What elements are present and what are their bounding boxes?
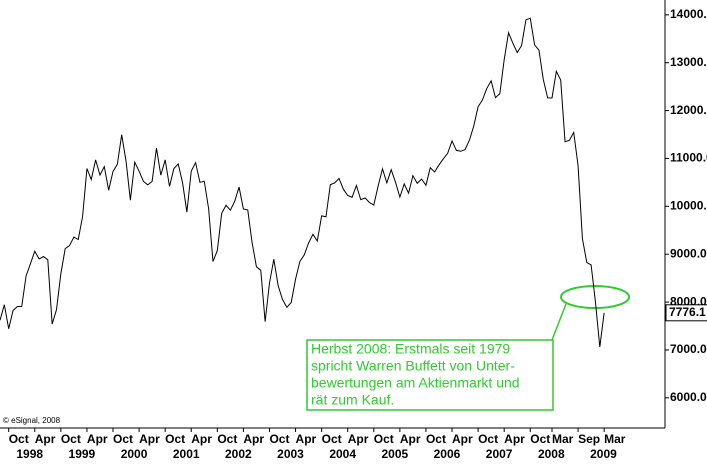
x-tick-label: Apr	[348, 432, 369, 446]
x-tick-label: Oct	[217, 432, 237, 446]
x-year-label: 2003	[277, 447, 304, 461]
y-tick-label: 11000.0	[670, 151, 707, 165]
x-tick-label: Oct	[269, 432, 289, 446]
y-tick-label: 12000.0	[670, 103, 707, 117]
x-tick-label: Sep	[578, 432, 600, 446]
price-line	[0, 17, 605, 348]
annotation-connector	[551, 303, 567, 341]
x-tick-label: Mar	[604, 432, 626, 446]
x-tick-label: Apr	[243, 432, 264, 446]
y-tick-label: 9000.0	[670, 246, 707, 260]
x-tick-label: Apr	[139, 432, 160, 446]
x-tick-label: Apr	[87, 432, 108, 446]
x-year-label: 1999	[69, 447, 96, 461]
x-tick-label: Oct	[426, 432, 446, 446]
x-tick-label: Apr	[504, 432, 525, 446]
x-year-label: 2009	[590, 447, 617, 461]
x-tick-label: Oct	[530, 432, 550, 446]
x-tick-label: Oct	[61, 432, 81, 446]
annotation-line: rät zum Kauf.	[311, 392, 394, 408]
x-year-label: 2002	[225, 447, 252, 461]
annotation-line: Herbst 2008: Erstmals seit 1979	[311, 341, 510, 357]
x-tick-label: Oct	[113, 432, 133, 446]
x-tick-label: Oct	[374, 432, 394, 446]
x-tick-label: Oct	[165, 432, 185, 446]
x-tick-label: Apr	[296, 432, 317, 446]
y-tick-label: 7000.0	[670, 342, 707, 356]
x-year-label: 2001	[173, 447, 200, 461]
x-year-label: 2004	[329, 447, 356, 461]
x-tick-label: Apr	[400, 432, 421, 446]
x-year-label: 2006	[434, 447, 461, 461]
x-year-label: 2005	[381, 447, 408, 461]
last-price-label: 7776.1	[669, 305, 706, 319]
x-year-label: 2008	[538, 447, 565, 461]
x-tick-label: Mar	[552, 432, 574, 446]
x-tick-label: Apr	[191, 432, 212, 446]
x-year-label: 1998	[16, 447, 43, 461]
x-tick-label: Apr	[35, 432, 56, 446]
source: © eSignal, 2008	[3, 416, 61, 425]
x-year-label: 2000	[121, 447, 148, 461]
x-tick-label: Oct	[478, 432, 498, 446]
last-price-box	[665, 304, 707, 322]
y-tick-label: 14000.0	[670, 7, 707, 21]
annotation-box	[306, 339, 554, 411]
x-tick-label: Oct	[322, 432, 342, 446]
y-tick-label: 10000.0	[670, 199, 707, 213]
annotation-line: spricht Warren Buffett von Unter-	[311, 358, 515, 374]
highlight-ellipse	[560, 285, 630, 309]
x-year-label: 2007	[486, 447, 513, 461]
x-tick-label: Oct	[9, 432, 29, 446]
y-tick-label: 13000.0	[670, 55, 707, 69]
x-tick-label: Apr	[452, 432, 473, 446]
y-tick-label: 6000.0	[670, 390, 707, 404]
annotation-line: bewertungen am Aktienmarkt und	[311, 375, 520, 391]
